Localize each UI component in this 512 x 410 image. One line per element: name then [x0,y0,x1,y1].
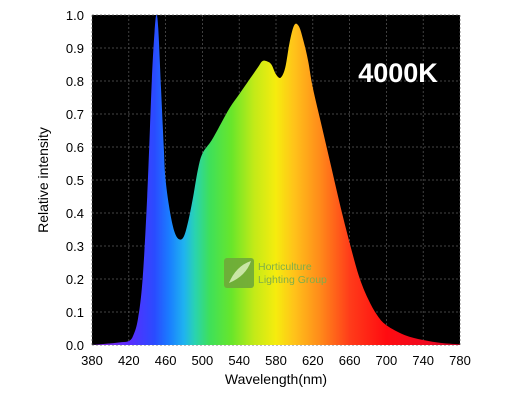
x-tick-label: 420 [118,353,140,368]
x-axis-label: Wavelength(nm) [225,371,327,387]
x-tick-label: 540 [228,353,250,368]
x-tick-label: 380 [81,353,103,368]
x-tick-label: 460 [155,353,177,368]
y-tick-labels: 0.0 0.1 0.2 0.3 0.4 0.5 0.6 0.7 0.8 0.9 1.0 [66,8,84,353]
y-tick-label: 0.8 [66,74,84,89]
y-tick-label: 0.5 [66,173,84,188]
leaf-icon-mark [229,261,251,283]
y-tick-label: 0.4 [66,206,84,221]
spectrum-area [92,14,460,346]
cct-badge: 4000K [358,58,438,88]
y-tick-label: 1.0 [66,8,84,23]
y-tick-label: 0.1 [66,305,84,320]
x-tick-label: 660 [339,353,361,368]
y-tick-label: 0.3 [66,239,84,254]
watermark-line1: Horticulture [258,261,312,273]
x-tick-label: 500 [192,353,214,368]
watermark-line2: Lighting Group [258,274,327,286]
x-tick-label: 620 [302,353,324,368]
y-tick-label: 0.2 [66,272,84,287]
x-tick-label: 740 [412,353,434,368]
y-tick-label: 0.7 [66,107,84,122]
watermark-logo: Horticulture Lighting Group [224,258,327,288]
x-tick-label: 700 [376,353,398,368]
y-tick-label: 0.0 [66,338,84,353]
x-tick-labels: 380 420 460 500 540 580 620 660 700 740 780 [81,353,471,368]
x-tick-label: 580 [265,353,287,368]
y-tick-label: 0.9 [66,41,84,56]
x-tick-label: 780 [449,353,471,368]
y-axis-label: Relative intensity [35,127,51,233]
y-tick-label: 0.6 [66,140,84,155]
